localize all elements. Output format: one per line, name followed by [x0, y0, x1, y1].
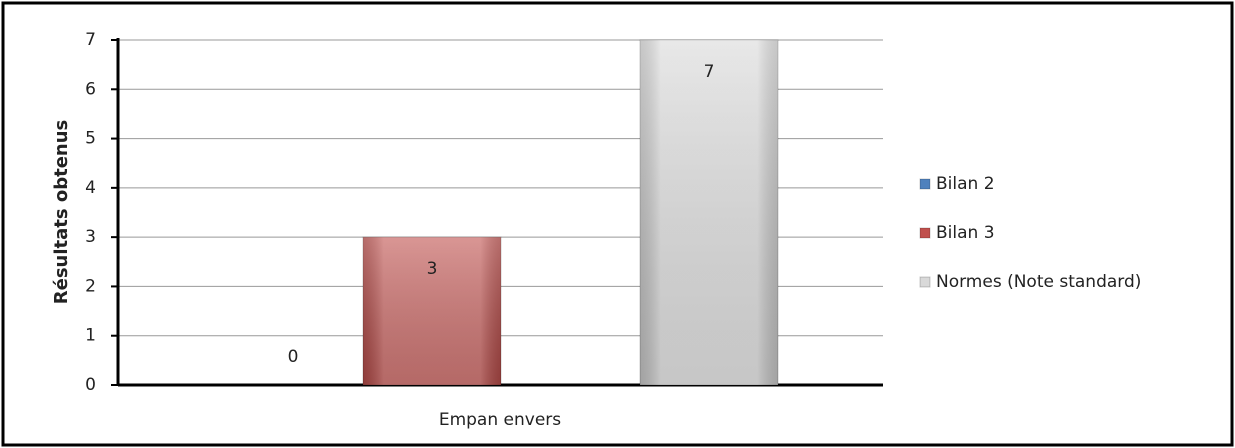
- legend-swatch: [919, 178, 931, 190]
- y-tick-label: 4: [85, 178, 96, 198]
- y-tick-label: 7: [85, 30, 96, 50]
- y-tick-label: 2: [85, 276, 96, 296]
- legend-label: Bilan 2: [936, 174, 995, 194]
- bar-shade: [640, 40, 778, 385]
- legend-swatch: [919, 276, 931, 288]
- legend-label: Bilan 3: [936, 223, 995, 243]
- data-label: 7: [704, 62, 715, 82]
- y-tick-label: 0: [85, 375, 96, 395]
- y-tick-label: 1: [85, 326, 96, 346]
- y-tick-label: 5: [85, 129, 96, 149]
- y-axis-label: Résultats obtenus: [51, 120, 72, 305]
- y-tick-label: 6: [85, 79, 96, 99]
- legend-swatch: [919, 227, 931, 239]
- bar-shade: [363, 237, 501, 385]
- legend-label: Normes (Note standard): [936, 272, 1141, 292]
- x-tick-label: Empan envers: [439, 410, 561, 430]
- data-label: 0: [288, 347, 299, 367]
- y-tick-label: 3: [85, 227, 96, 247]
- data-label: 3: [427, 259, 438, 279]
